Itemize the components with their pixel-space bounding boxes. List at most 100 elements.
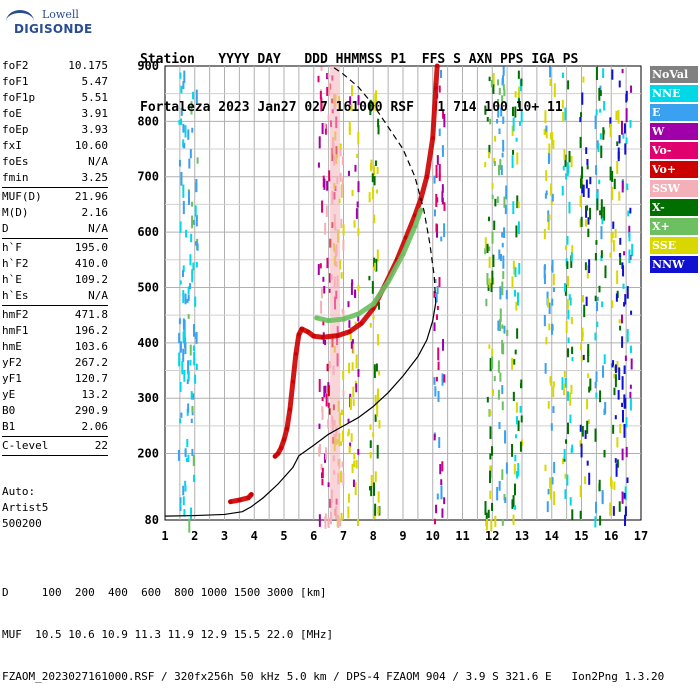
- noise-mark: [435, 314, 438, 320]
- param-name: h`E: [2, 273, 22, 286]
- noise-mark: [552, 381, 555, 387]
- noise-mark: [621, 68, 624, 74]
- noise-mark: [623, 492, 626, 499]
- noise-mark: [437, 347, 440, 361]
- noise-mark: [628, 249, 631, 264]
- noise-mark: [374, 100, 377, 112]
- noise-mark: [517, 70, 520, 79]
- noise-mark: [584, 262, 587, 271]
- noise-mark: [515, 137, 518, 142]
- noise-mark: [621, 262, 624, 269]
- noise-mark: [604, 401, 607, 414]
- noise-mark: [518, 263, 521, 275]
- noise-mark: [328, 361, 331, 369]
- noise-mark: [625, 417, 628, 428]
- logo-line2: DIGISONDE: [14, 22, 93, 36]
- noise-mark: [548, 214, 551, 221]
- noise-mark: [562, 112, 565, 122]
- param-name: foF1: [2, 75, 29, 88]
- noise-mark: [354, 321, 357, 326]
- noise-mark: [547, 152, 550, 164]
- param-row: h`Es N/A: [2, 288, 108, 304]
- noise-mark: [551, 477, 554, 485]
- noise-mark: [351, 463, 354, 474]
- noise-mark: [433, 322, 436, 332]
- noise-mark: [319, 91, 322, 100]
- noise-mark: [373, 214, 376, 224]
- noise-mark: [512, 391, 515, 402]
- noise-mark: [182, 80, 185, 90]
- noise-mark: [501, 469, 504, 480]
- noise-mark: [187, 403, 190, 413]
- noise-mark: [616, 437, 619, 448]
- noise-mark: [347, 493, 350, 503]
- noise-mark: [521, 439, 524, 447]
- trace-point: [341, 317, 346, 322]
- noise-mark: [626, 183, 629, 191]
- trace-point: [249, 492, 254, 497]
- noise-mark: [586, 205, 589, 211]
- noise-mark: [584, 476, 587, 485]
- noise-mark: [600, 145, 603, 159]
- trace-point: [356, 312, 361, 317]
- autoscale-label: Auto:: [2, 485, 36, 498]
- noise-mark: [371, 173, 374, 183]
- noise-mark: [615, 110, 618, 121]
- noise-mark: [497, 105, 500, 118]
- noise-mark: [188, 158, 191, 169]
- noise-mark: [376, 388, 379, 402]
- noise-mark: [568, 150, 571, 163]
- noise-mark: [585, 205, 588, 218]
- noise-mark: [484, 162, 487, 168]
- noise-mark: [377, 334, 380, 346]
- noise-mark: [369, 424, 372, 430]
- noise-mark: [434, 518, 437, 525]
- param-value: 2.06: [81, 420, 109, 433]
- noise-mark: [194, 374, 197, 384]
- noise-mark: [434, 278, 437, 283]
- noise-mark: [512, 495, 515, 507]
- noise-mark: [376, 189, 379, 194]
- noise-mark: [356, 518, 359, 527]
- noise-mark: [443, 223, 446, 238]
- noise-mark: [566, 299, 569, 310]
- noise-mark: [627, 210, 630, 217]
- noise-mark: [549, 486, 552, 500]
- noise-mark: [552, 406, 555, 414]
- noise-mark: [349, 96, 352, 105]
- noise-mark: [609, 123, 612, 137]
- noise-mark: [621, 376, 624, 390]
- noise-mark: [374, 471, 377, 483]
- noise-mark: [187, 454, 190, 462]
- y-tick-label: 500: [137, 280, 159, 294]
- noise-mark: [355, 208, 358, 219]
- noise-mark: [187, 191, 190, 205]
- noise-mark: [438, 173, 441, 182]
- noise-mark: [324, 453, 327, 463]
- noise-mark: [630, 310, 633, 315]
- noise-mark: [566, 391, 569, 401]
- param-row: yE 13.2: [2, 387, 108, 403]
- noise-mark: [183, 370, 186, 382]
- noise-mark: [588, 472, 591, 485]
- noise-mark: [563, 456, 566, 462]
- param-separator: [2, 187, 108, 188]
- noise-mark: [340, 272, 343, 279]
- noise-mark: [320, 288, 323, 299]
- noise-mark: [596, 301, 599, 312]
- x-tick-label: 15: [574, 529, 588, 543]
- noise-mark: [617, 147, 620, 162]
- noise-mark: [609, 502, 612, 516]
- noise-mark: [584, 430, 587, 439]
- noise-mark: [347, 428, 350, 435]
- noise-mark: [376, 166, 379, 174]
- noise-mark: [545, 125, 548, 135]
- noise-mark: [618, 252, 621, 258]
- noise-mark: [179, 381, 182, 392]
- noise-mark: [599, 210, 602, 216]
- noise-mark: [348, 121, 351, 131]
- noise-mark: [589, 378, 592, 391]
- y-tick-label: 900: [137, 59, 159, 73]
- param-name: foF2: [2, 59, 29, 72]
- noise-mark: [581, 184, 584, 194]
